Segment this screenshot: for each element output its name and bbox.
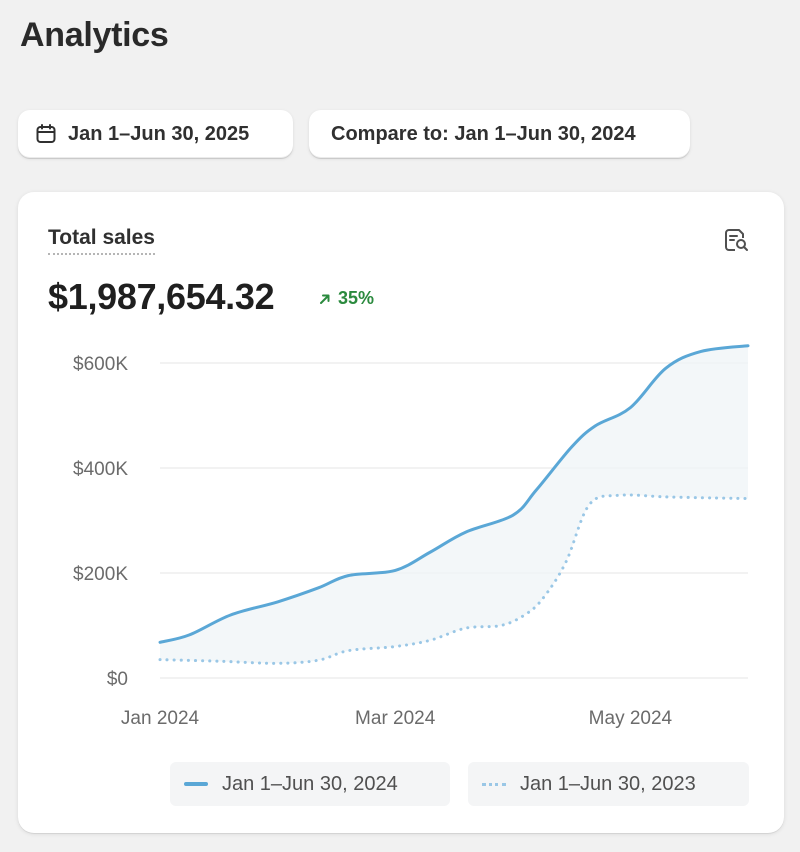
calendar-icon bbox=[34, 122, 58, 146]
change-value: 35% bbox=[338, 288, 375, 308]
legend-solid-swatch bbox=[184, 782, 208, 786]
compare-label: Compare to: Jan 1–Jun 30, 2024 bbox=[331, 122, 636, 145]
series-line-2024 bbox=[158, 344, 750, 644]
x-tick-label: Mar 2024 bbox=[355, 708, 436, 729]
change-badge: 35% bbox=[318, 288, 374, 309]
legend-dotted-swatch bbox=[482, 782, 506, 786]
page-title: Analytics bbox=[20, 16, 169, 54]
date-range-label: Jan 1–Jun 30, 2025 bbox=[68, 122, 250, 145]
x-tick-label: May 2024 bbox=[589, 708, 673, 729]
x-tick-label: Jan 2024 bbox=[121, 708, 200, 729]
legend-item-2023[interactable]: Jan 1–Jun 30, 2023 bbox=[468, 762, 749, 806]
legend-label-2024: Jan 1–Jun 30, 2024 bbox=[222, 772, 398, 795]
y-tick-label: $400K bbox=[73, 459, 128, 480]
explore-report-icon[interactable] bbox=[718, 222, 754, 258]
total-sales-card: $0 $200K $400K $600K Jan 2024 Mar 2024 May 20… bbox=[18, 192, 784, 833]
arrow-up-right-icon bbox=[318, 292, 332, 306]
y-tick-label: $200K bbox=[73, 564, 128, 585]
sales-chart: $0 $200K $400K $600K Jan 2024 Mar 2024 May 20… bbox=[73, 344, 750, 729]
y-tick-label: $600K bbox=[73, 354, 128, 375]
legend-item-2024[interactable]: Jan 1–Jun 30, 2024 bbox=[170, 762, 450, 806]
total-sales-value: $1,987,654.32 bbox=[48, 276, 275, 317]
chart-area-fill bbox=[160, 345, 748, 664]
date-range-picker[interactable]: Jan 1–Jun 30, 2025 bbox=[18, 110, 293, 158]
legend-label-2023: Jan 1–Jun 30, 2023 bbox=[520, 772, 696, 795]
compare-picker[interactable]: Compare to: Jan 1–Jun 30, 2024 bbox=[309, 110, 690, 158]
total-sales-label[interactable]: Total sales bbox=[48, 226, 155, 255]
series-line-2023 bbox=[158, 493, 750, 665]
y-tick-label: $0 bbox=[107, 669, 128, 690]
